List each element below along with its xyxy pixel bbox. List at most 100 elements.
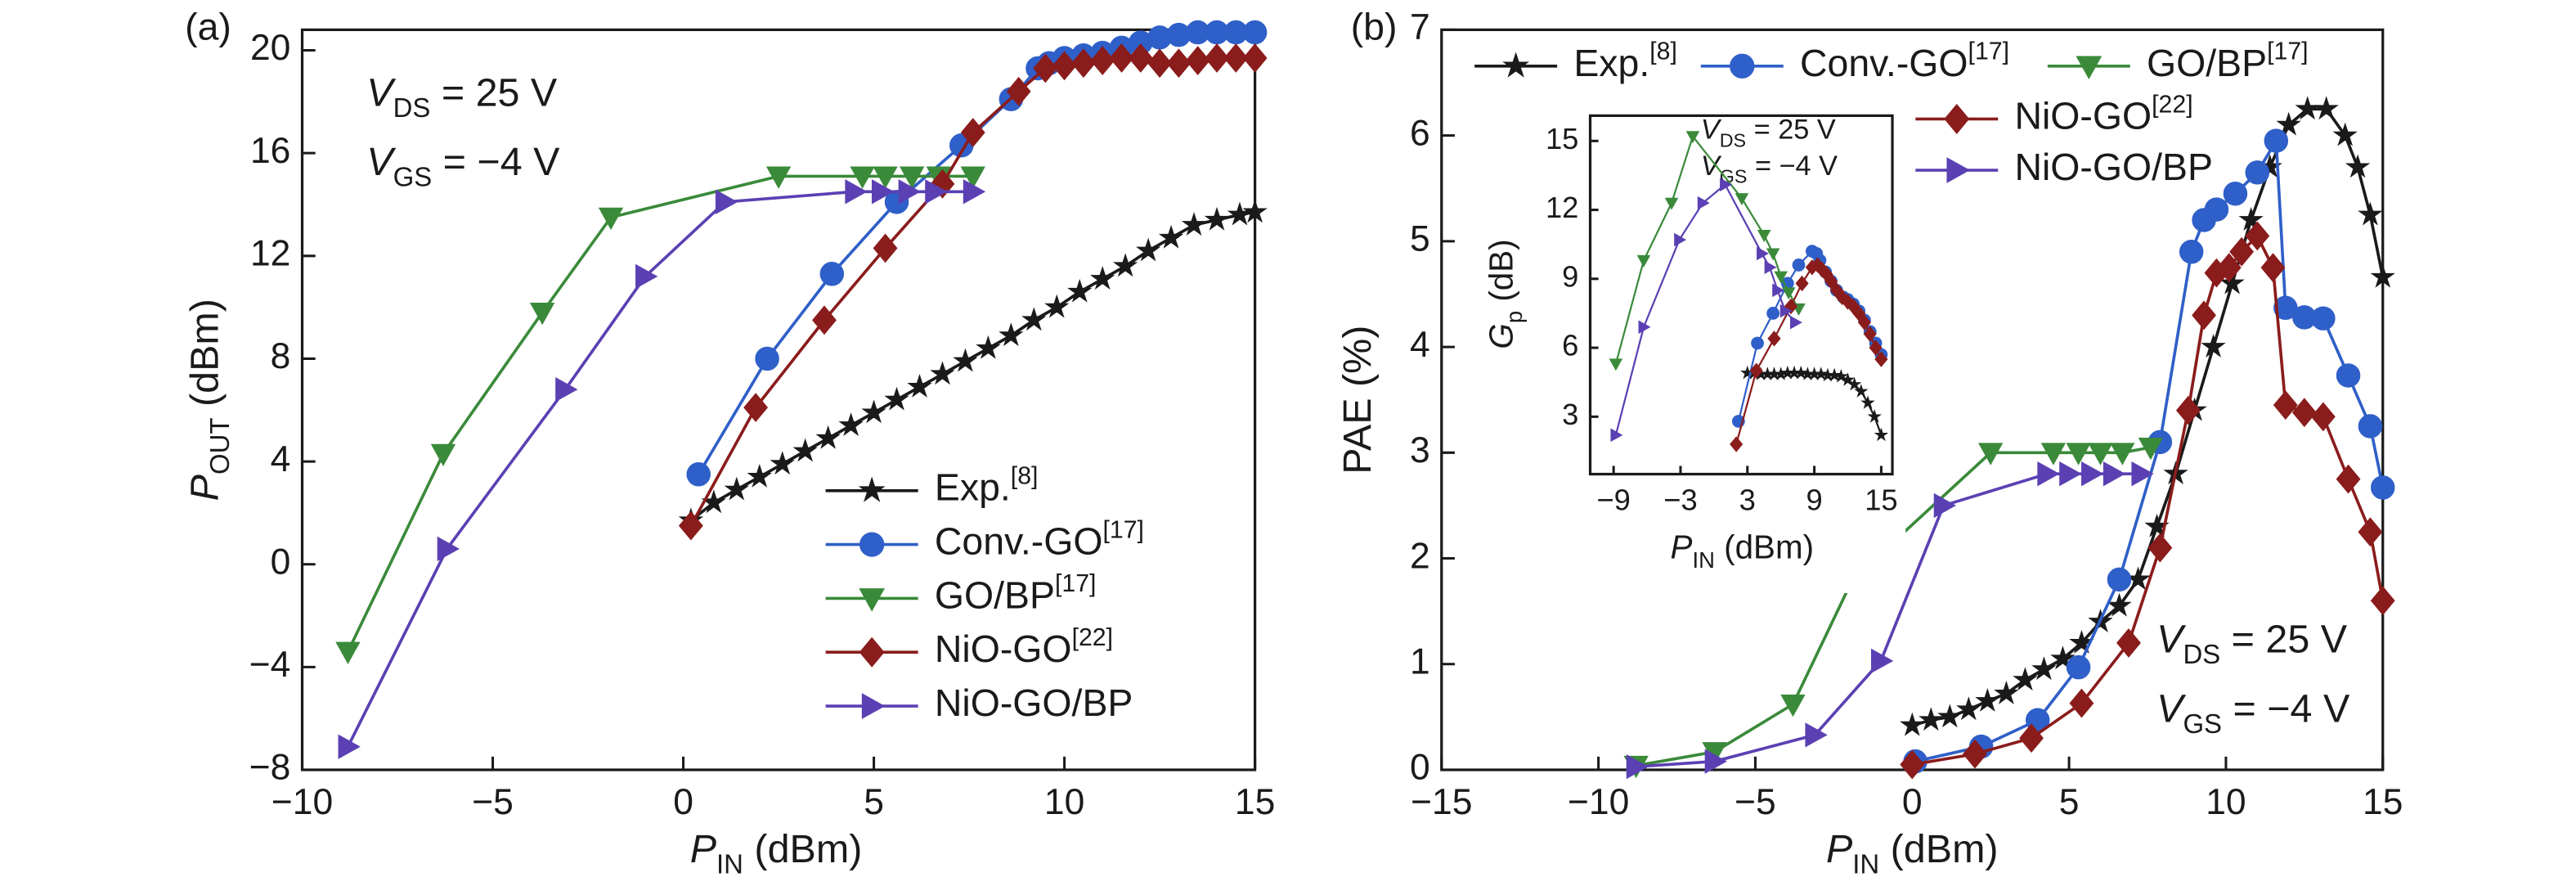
data-point bbox=[1793, 365, 1808, 380]
data-point bbox=[2066, 443, 2091, 465]
x-tick-label: −15 bbox=[1411, 782, 1472, 822]
data-point bbox=[2110, 443, 2135, 465]
data-point bbox=[1900, 712, 1925, 736]
y-tick-label: 7 bbox=[1410, 7, 1430, 47]
x-tick-label: −5 bbox=[1735, 782, 1776, 822]
data-point bbox=[1860, 395, 1875, 409]
data-point bbox=[2088, 443, 2113, 465]
legend-ref: [22] bbox=[1072, 624, 1113, 651]
data-point bbox=[815, 425, 841, 449]
legend-marker bbox=[2076, 56, 2103, 80]
data-point bbox=[1052, 51, 1077, 81]
panel: −9 −3 3 9 15 3 6 9 12 15 PIN (dBm) Gp (dB) VDS = 25 … bbox=[1483, 109, 1906, 593]
data-point bbox=[2245, 221, 2270, 251]
plot-frame bbox=[1588, 114, 1894, 476]
legend-name: NiO-GO bbox=[935, 628, 1072, 671]
text-subscript: DS bbox=[2183, 639, 2220, 669]
text-subscript: IN bbox=[1852, 849, 1879, 879]
data-point bbox=[747, 463, 772, 488]
text-subscript: GS bbox=[2183, 708, 2222, 739]
x-tick-label: −5 bbox=[472, 782, 514, 822]
data-point bbox=[2107, 592, 2132, 617]
data-point bbox=[1135, 237, 1161, 262]
y-tick-label: −8 bbox=[249, 748, 291, 788]
data-point bbox=[2201, 334, 2226, 358]
legend-ref: [22] bbox=[2152, 91, 2192, 118]
data-point bbox=[2276, 111, 2301, 136]
legend-marker bbox=[858, 476, 886, 502]
text-part: = −4 V bbox=[2222, 686, 2350, 731]
legend-marker bbox=[859, 588, 886, 612]
data-point bbox=[1006, 76, 1031, 106]
data-point bbox=[1033, 53, 1058, 83]
legend-ref: [17] bbox=[1968, 38, 2009, 65]
text-part: P bbox=[183, 474, 227, 501]
data-point bbox=[1697, 196, 1710, 210]
data-point bbox=[1227, 201, 1253, 226]
y-axis-label: Gp (dB) bbox=[1483, 239, 1527, 349]
data-point bbox=[765, 166, 792, 189]
data-point bbox=[1870, 648, 1894, 674]
data-point bbox=[2310, 402, 2336, 432]
data-point bbox=[960, 166, 985, 189]
x-tick-label: 5 bbox=[864, 782, 884, 822]
legend-name: GO/BP bbox=[2147, 42, 2267, 84]
data-point bbox=[2192, 300, 2216, 331]
data-point bbox=[1779, 304, 1793, 318]
y-tick-label: 3 bbox=[1410, 430, 1430, 470]
data-point bbox=[838, 412, 864, 437]
x-tick-label: 3 bbox=[1739, 483, 1756, 517]
data-point bbox=[1827, 367, 1842, 382]
legend-marker bbox=[859, 636, 885, 668]
annotation: VDS = 25 V bbox=[1701, 115, 1836, 151]
data-point bbox=[2223, 182, 2248, 206]
data-point bbox=[1863, 326, 1877, 342]
text-part: = 25 V bbox=[2220, 618, 2348, 662]
data-point bbox=[1933, 492, 1957, 519]
data-point bbox=[2031, 656, 2057, 681]
data-point bbox=[1772, 283, 1785, 298]
annotation: VDS = 25 V bbox=[366, 70, 558, 123]
data-point bbox=[1626, 753, 1649, 780]
series-line bbox=[1614, 134, 1800, 365]
data-point bbox=[2219, 270, 2245, 295]
data-point bbox=[1147, 48, 1173, 79]
series-line bbox=[1614, 182, 1797, 436]
y-tick-label: 2 bbox=[1410, 536, 1430, 576]
legend-label: NiO-GO/BP bbox=[2014, 146, 2213, 188]
data-point bbox=[555, 376, 578, 403]
data-point bbox=[1937, 704, 1963, 728]
data-point bbox=[2358, 517, 2383, 547]
series-line bbox=[1636, 446, 2152, 767]
x-tick-label: 9 bbox=[1806, 483, 1822, 517]
x-tick-label: 0 bbox=[673, 782, 693, 822]
y-axis-label: PAE (%) bbox=[1335, 326, 1380, 474]
legend-name: Conv.-GO bbox=[935, 520, 1103, 563]
legend-ref: [8] bbox=[1649, 38, 1677, 65]
data-point bbox=[812, 305, 837, 335]
legend-marker bbox=[1730, 53, 1755, 79]
text-part: = −4 V bbox=[432, 140, 560, 184]
data-point bbox=[1204, 206, 1230, 231]
data-point bbox=[2179, 240, 2204, 264]
data-point bbox=[1874, 427, 1889, 442]
data-point bbox=[2313, 96, 2339, 120]
text-part: V bbox=[366, 70, 397, 115]
x-axis-label: PIN (dBm) bbox=[1671, 528, 1815, 573]
data-point bbox=[1070, 48, 1096, 79]
y-tick-label: 1 bbox=[1410, 642, 1430, 682]
data-point bbox=[2116, 628, 2141, 658]
data-point bbox=[850, 166, 875, 189]
legend-ref: [8] bbox=[1011, 463, 1039, 490]
data-point bbox=[1854, 384, 1869, 398]
data-point bbox=[529, 302, 555, 326]
y-tick-label: 3 bbox=[1562, 398, 1578, 431]
data-point bbox=[898, 179, 921, 205]
text-part: V bbox=[1701, 151, 1722, 182]
text-subscript: GS bbox=[393, 162, 433, 192]
text-part: V bbox=[2156, 618, 2187, 662]
data-point bbox=[1757, 246, 1770, 261]
legend-name: GO/BP bbox=[935, 574, 1055, 617]
